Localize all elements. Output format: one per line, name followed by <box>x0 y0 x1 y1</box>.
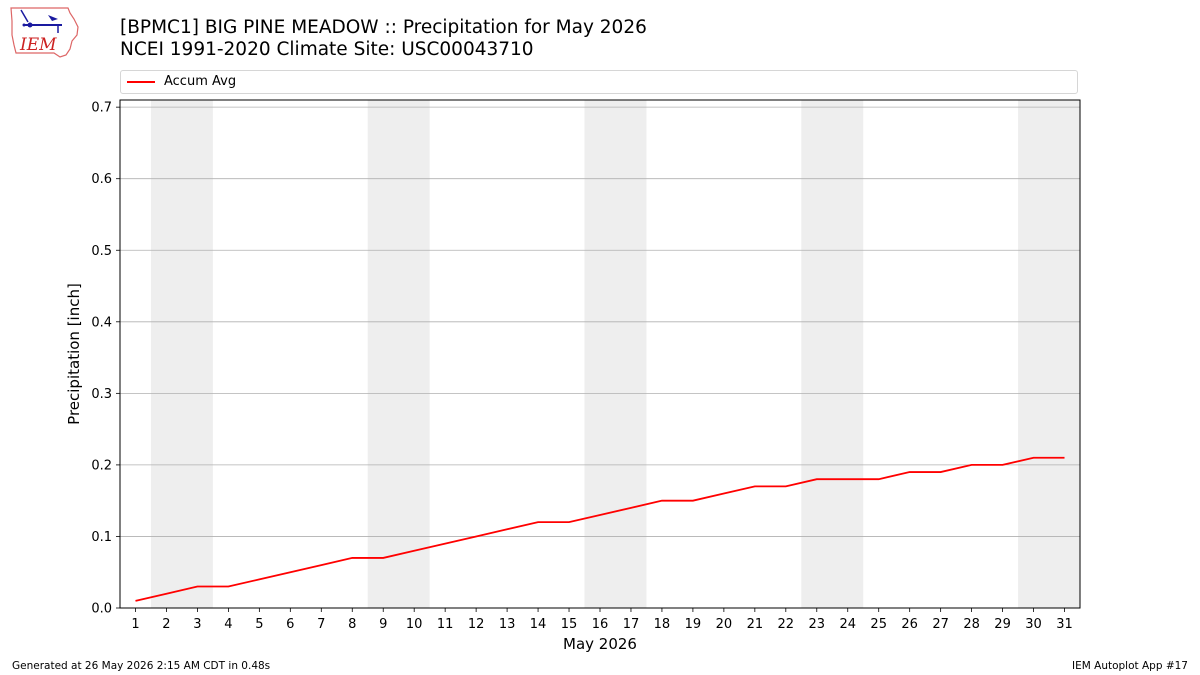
footer-generated-text: Generated at 26 May 2026 2:15 AM CDT in … <box>12 660 271 672</box>
x-tick-label: 16 <box>592 617 609 632</box>
iem-logo: IEM <box>8 5 80 59</box>
y-tick-label: 0.7 <box>91 101 112 116</box>
y-tick-label: 0.5 <box>91 244 112 259</box>
x-tick-label: 31 <box>1056 617 1073 632</box>
y-tick-label: 0.0 <box>91 602 112 617</box>
chart-title: [BPMC1] BIG PINE MEADOW :: Precipitation… <box>120 17 647 61</box>
x-tick-label: 15 <box>561 617 578 632</box>
legend-line-swatch <box>127 81 155 83</box>
weekend-band <box>150 100 213 608</box>
title-line-1: [BPMC1] BIG PINE MEADOW :: Precipitation… <box>120 17 647 38</box>
x-tick-label: 3 <box>193 617 201 632</box>
x-tick-label: 13 <box>499 617 516 632</box>
x-tick-label: 30 <box>1025 617 1042 632</box>
x-tick-label: 23 <box>809 617 826 632</box>
y-tick-label: 0.3 <box>91 387 112 402</box>
y-tick-label: 0.2 <box>91 458 112 473</box>
legend-label-accum-avg: Accum Avg <box>164 74 237 89</box>
x-tick-label: 17 <box>623 617 640 632</box>
x-tick-label: 22 <box>778 617 795 632</box>
weekend-band <box>801 100 864 608</box>
x-tick-label: 19 <box>685 617 702 632</box>
x-tick-label: 5 <box>255 617 263 632</box>
x-tick-label: 21 <box>747 617 764 632</box>
iowa-map-icon: IEM <box>10 7 79 58</box>
x-tick-label: 18 <box>654 617 671 632</box>
x-tick-label: 11 <box>437 617 454 632</box>
x-tick-label: 24 <box>839 617 856 632</box>
y-tick-label: 0.6 <box>91 172 112 187</box>
y-tick-label: 0.4 <box>91 315 112 330</box>
x-tick-label: 4 <box>224 617 232 632</box>
x-tick-label: 10 <box>406 617 423 632</box>
x-tick-label: 7 <box>317 617 325 632</box>
x-tick-label: 25 <box>870 617 887 632</box>
x-tick-label: 9 <box>379 617 387 632</box>
logo-text: IEM <box>19 35 57 55</box>
plot-frame <box>119 99 1081 609</box>
x-tick-label: 14 <box>530 617 547 632</box>
y-axis-label: Precipitation [inch] <box>65 283 83 425</box>
x-tick-label: 20 <box>716 617 733 632</box>
x-tick-label: 26 <box>901 617 918 632</box>
x-tick-label: 1 <box>131 617 139 632</box>
legend: Accum Avg <box>120 70 1078 94</box>
x-tick-label: 29 <box>994 617 1011 632</box>
x-tick-label: 28 <box>963 617 980 632</box>
x-tick-label: 2 <box>162 617 170 632</box>
x-tick-label: 6 <box>286 617 294 632</box>
x-tick-label: 27 <box>932 617 949 632</box>
x-tick-label: 8 <box>348 617 356 632</box>
title-line-2: NCEI 1991-2020 Climate Site: USC00043710 <box>120 39 534 60</box>
y-tick-label: 0.1 <box>91 530 112 545</box>
x-axis-label: May 2026 <box>563 635 637 653</box>
weekend-band <box>584 100 647 608</box>
footer-app-text: IEM Autoplot App #17 <box>1072 660 1188 672</box>
weekend-band <box>367 100 430 608</box>
x-tick-label: 12 <box>468 617 485 632</box>
weekend-band <box>1018 100 1080 608</box>
